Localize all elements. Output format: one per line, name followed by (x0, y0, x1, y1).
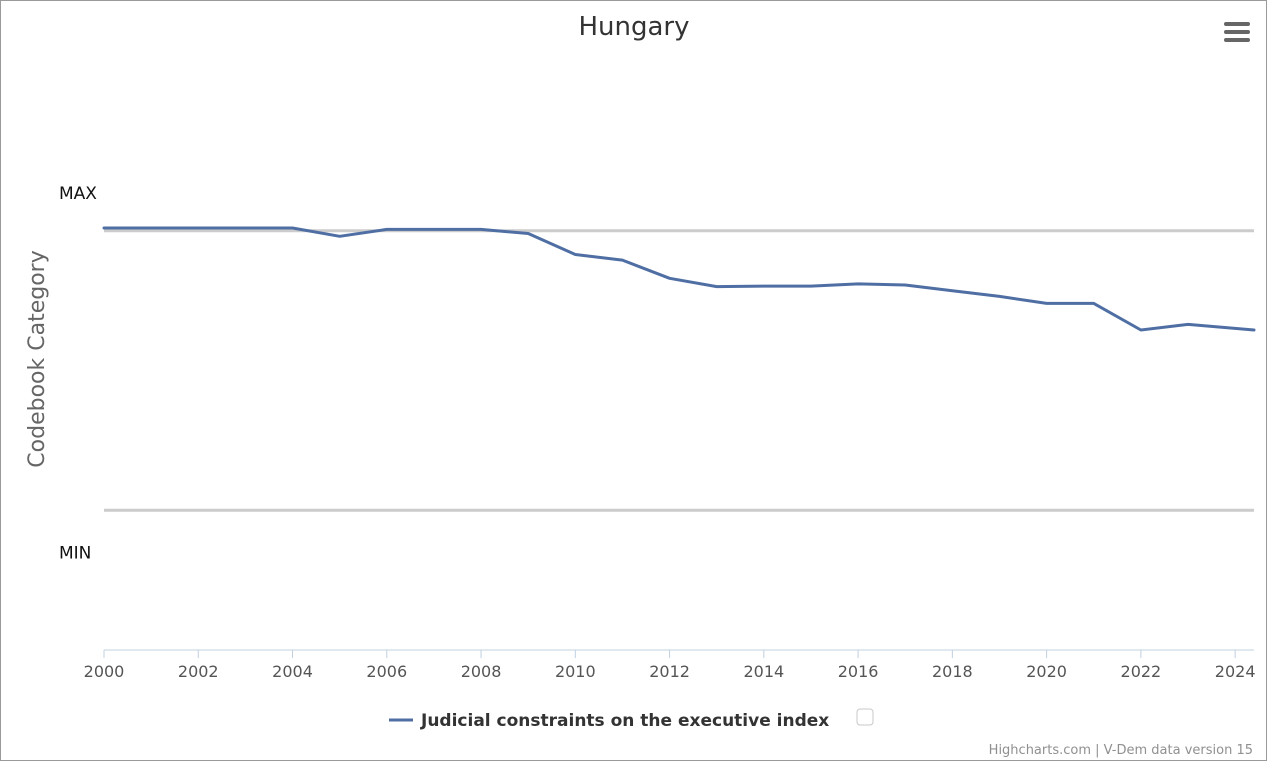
grid-lines (104, 229, 1254, 512)
credits-text[interactable]: Highcharts.com | V-Dem data version 15 (989, 743, 1253, 758)
x-tick-label: 2000 (84, 662, 125, 681)
y-category-label-max: MAX (59, 184, 97, 204)
x-tick-label: 2018 (932, 662, 973, 681)
x-tick-label: 2016 (838, 662, 879, 681)
x-tick-label: 2008 (461, 662, 502, 681)
legend-checkbox[interactable] (856, 708, 874, 726)
x-tick-label: 2014 (743, 662, 784, 681)
x-tick-label: 2010 (555, 662, 596, 681)
x-tick-label: 2006 (366, 662, 407, 681)
y-category-labels: MAX MIN (59, 184, 97, 564)
x-tick-label: 2020 (1026, 662, 1067, 681)
series-line-0[interactable] (102, 226, 1256, 332)
x-tick-label: 2024 (1215, 662, 1256, 681)
legend-item[interactable]: Judicial constraints on the executive in… (389, 708, 874, 731)
series-lines (102, 226, 1256, 332)
chart-title: Hungary (578, 12, 689, 42)
hamburger-menu-icon (1224, 22, 1250, 42)
y-axis-title: Codebook Category (25, 250, 50, 467)
x-tick-label: 2012 (649, 662, 690, 681)
x-axis: 2000 2002 2004 2006 2008 2010 2012 2014 2016 2018… (84, 649, 1256, 681)
x-tick-label: 2022 (1121, 662, 1162, 681)
chart-menu-button[interactable] (1217, 15, 1257, 49)
x-tick-label: 2004 (272, 662, 313, 681)
x-tick-label: 2002 (178, 662, 219, 681)
y-category-label-min: MIN (59, 543, 91, 563)
legend-label: Judicial constraints on the executive in… (420, 711, 829, 731)
